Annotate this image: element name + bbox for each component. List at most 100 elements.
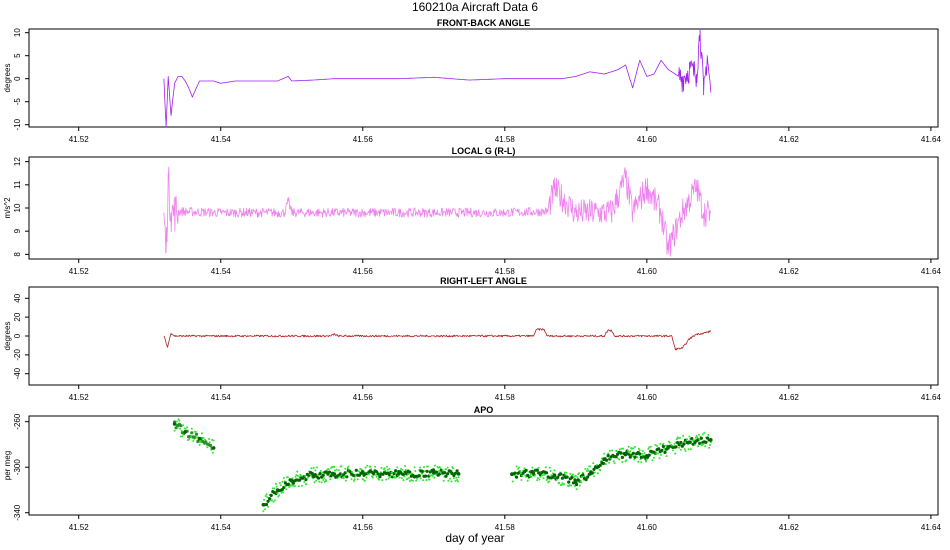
data-point: [396, 466, 399, 469]
panel-frame: [28, 415, 939, 516]
data-point: [278, 482, 281, 484]
data-point: [184, 427, 187, 430]
data-point: [311, 473, 315, 478]
data-point: [274, 499, 277, 502]
data-point: [665, 455, 668, 458]
data-point: [179, 427, 182, 430]
data-point: [370, 468, 373, 470]
data-point: [190, 435, 192, 438]
data-point: [362, 478, 365, 481]
data-point: [415, 479, 418, 482]
data-point: [403, 475, 406, 478]
y-tick-label: -10: [13, 118, 22, 130]
data-point: [537, 466, 540, 469]
data-point: [593, 475, 595, 478]
data-point: [572, 473, 575, 476]
series-line: [163, 166, 712, 257]
y-tick-label: -40: [13, 367, 22, 379]
data-point: [708, 446, 711, 449]
data-point: [300, 474, 303, 477]
data-point: [363, 479, 366, 482]
data-point: [282, 491, 284, 494]
data-point: [631, 451, 636, 455]
data-point: [195, 436, 198, 439]
x-tick-label: 41.54: [211, 135, 232, 144]
data-point: [419, 466, 422, 469]
data-point: [548, 466, 551, 469]
data-point: [588, 472, 592, 476]
data-point: [602, 457, 606, 462]
data-point: [450, 480, 453, 483]
data-point: [550, 474, 553, 477]
data-point: [697, 433, 700, 436]
data-point: [402, 479, 405, 482]
data-point: [262, 510, 265, 513]
data-point: [394, 469, 398, 473]
x-tick-label: 41.62: [779, 393, 800, 402]
data-point: [563, 483, 565, 486]
data-point: [592, 462, 595, 465]
data-point: [387, 477, 390, 480]
data-point: [276, 492, 279, 495]
data-point: [438, 466, 441, 468]
data-point: [593, 471, 596, 474]
x-tick-label: 41.58: [495, 523, 516, 532]
data-point: [318, 480, 321, 483]
data-point: [556, 475, 560, 479]
data-point: [520, 479, 523, 481]
y-axis-label: degrees: [3, 322, 12, 351]
data-point: [380, 466, 383, 469]
data-point: [372, 471, 376, 476]
data-point: [662, 442, 665, 445]
data-point: [407, 473, 410, 476]
data-point: [531, 471, 535, 475]
data-point: [175, 420, 178, 423]
data-point: [613, 462, 616, 465]
data-point: [192, 439, 195, 442]
data-point: [663, 450, 667, 454]
data-point: [291, 477, 294, 480]
data-point: [342, 477, 345, 480]
data-point: [404, 465, 407, 467]
data-point: [314, 469, 317, 472]
panel-title: APO: [474, 405, 494, 415]
data-point: [693, 439, 696, 442]
data-point: [560, 483, 563, 486]
data-point: [272, 500, 275, 503]
x-tick-label: 41.60: [637, 267, 658, 276]
data-point: [336, 477, 339, 480]
data-point: [400, 477, 403, 480]
data-point: [565, 471, 568, 474]
data-point: [333, 465, 336, 468]
data-point: [587, 469, 590, 472]
data-point: [211, 438, 214, 441]
data-point: [181, 435, 184, 438]
data-point: [378, 475, 382, 479]
data-point: [661, 444, 666, 449]
data-point: [510, 472, 514, 476]
data-point: [268, 497, 272, 501]
data-point: [313, 481, 316, 484]
data-point: [586, 468, 589, 470]
data-point: [576, 476, 579, 479]
data-point: [569, 472, 572, 475]
data-point: [315, 479, 318, 482]
data-point: [699, 436, 703, 440]
data-point: [581, 473, 585, 477]
data-point: [625, 459, 628, 462]
data-point: [709, 444, 711, 447]
data-point: [530, 475, 533, 478]
data-point: [398, 476, 401, 479]
y-axis-label: per meg: [3, 451, 12, 480]
data-point: [186, 426, 189, 429]
data-point: [271, 499, 273, 502]
data-point: [365, 476, 368, 479]
data-point: [673, 442, 676, 445]
data-point: [206, 446, 209, 449]
data-point: [439, 468, 443, 472]
data-point: [629, 450, 632, 453]
data-point: [366, 464, 369, 467]
data-point: [633, 455, 637, 459]
data-point: [452, 467, 455, 470]
